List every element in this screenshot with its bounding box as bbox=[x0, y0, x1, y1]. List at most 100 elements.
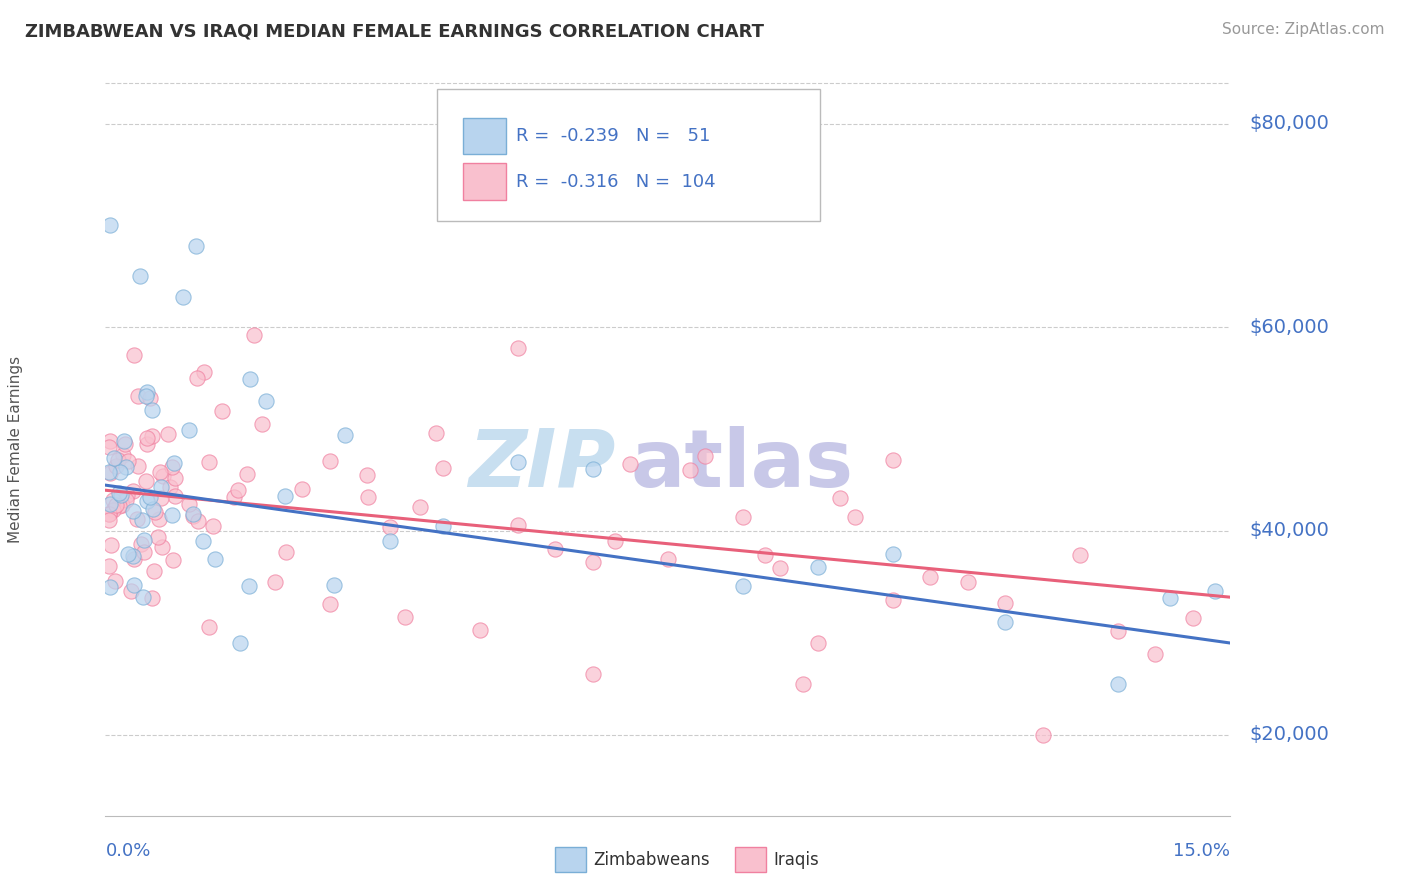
Point bbox=[432, 519, 454, 533]
Point bbox=[103, 451, 125, 466]
Point bbox=[100, 434, 122, 449]
Point bbox=[122, 578, 145, 592]
Text: $40,000: $40,000 bbox=[1249, 522, 1329, 541]
Point bbox=[1204, 583, 1226, 598]
Point bbox=[98, 466, 121, 480]
Point bbox=[159, 480, 181, 494]
Point bbox=[731, 510, 754, 524]
Point bbox=[148, 465, 170, 479]
Point bbox=[425, 425, 447, 440]
Point bbox=[335, 428, 357, 442]
Point bbox=[148, 530, 170, 544]
Point bbox=[110, 488, 132, 502]
Point bbox=[149, 491, 172, 505]
Point bbox=[111, 499, 134, 513]
Point bbox=[544, 541, 567, 556]
Point bbox=[131, 513, 153, 527]
Point bbox=[882, 548, 904, 562]
Point bbox=[193, 365, 215, 379]
Point bbox=[319, 597, 342, 611]
Point bbox=[204, 552, 226, 566]
Point bbox=[920, 570, 942, 584]
Text: R =  -0.316   N =  104: R = -0.316 N = 104 bbox=[516, 172, 716, 191]
Point bbox=[127, 389, 149, 403]
Point bbox=[150, 540, 173, 554]
Point bbox=[141, 429, 163, 443]
Point bbox=[129, 269, 152, 284]
Point bbox=[163, 456, 186, 470]
Point bbox=[432, 461, 454, 475]
Point bbox=[172, 290, 194, 304]
Text: $60,000: $60,000 bbox=[1249, 318, 1329, 337]
Text: ZIP: ZIP bbox=[468, 425, 616, 504]
Point bbox=[1181, 611, 1204, 625]
Point bbox=[98, 467, 121, 481]
Point bbox=[98, 558, 121, 573]
Point bbox=[198, 455, 221, 469]
Point bbox=[162, 553, 184, 567]
Text: Source: ZipAtlas.com: Source: ZipAtlas.com bbox=[1222, 22, 1385, 37]
Point bbox=[107, 453, 129, 467]
Point bbox=[108, 485, 131, 500]
Point bbox=[582, 666, 605, 681]
Point bbox=[264, 574, 287, 589]
Point bbox=[187, 514, 209, 528]
Point bbox=[177, 423, 200, 437]
Point bbox=[274, 489, 297, 503]
Text: 15.0%: 15.0% bbox=[1173, 842, 1230, 860]
Point bbox=[291, 482, 314, 496]
Point bbox=[323, 578, 346, 592]
Point bbox=[956, 574, 979, 589]
Point bbox=[356, 468, 378, 483]
Point bbox=[250, 417, 273, 431]
Point bbox=[104, 458, 127, 473]
Point bbox=[181, 508, 204, 522]
Point bbox=[163, 488, 186, 502]
Point bbox=[98, 580, 121, 594]
Point bbox=[357, 490, 380, 504]
Point bbox=[132, 591, 155, 605]
Point bbox=[139, 490, 162, 504]
Point bbox=[198, 620, 221, 634]
Point bbox=[98, 513, 121, 527]
Point bbox=[186, 371, 208, 385]
Point bbox=[149, 480, 172, 494]
Point bbox=[319, 453, 342, 467]
Point bbox=[127, 458, 149, 473]
Point bbox=[122, 348, 145, 362]
Text: atlas: atlas bbox=[630, 425, 853, 504]
Point bbox=[136, 437, 159, 451]
Point bbox=[506, 455, 529, 469]
Point bbox=[117, 548, 139, 562]
Point bbox=[115, 488, 138, 502]
Point bbox=[108, 499, 131, 513]
Point bbox=[152, 469, 174, 483]
Point bbox=[122, 503, 145, 517]
Point bbox=[124, 552, 146, 566]
Point bbox=[807, 559, 830, 574]
Point bbox=[112, 434, 135, 448]
Point bbox=[115, 459, 138, 474]
Point bbox=[1159, 591, 1181, 605]
Point bbox=[134, 533, 156, 548]
Point bbox=[120, 584, 142, 599]
Point bbox=[156, 427, 179, 442]
Point bbox=[1107, 624, 1129, 639]
Point bbox=[470, 624, 492, 638]
Point bbox=[141, 591, 163, 605]
Point bbox=[807, 636, 830, 650]
Point bbox=[131, 537, 153, 551]
Point bbox=[1032, 728, 1054, 742]
Text: Zimbabweans: Zimbabweans bbox=[593, 851, 710, 869]
Point bbox=[229, 636, 252, 650]
Text: ZIMBABWEAN VS IRAQI MEDIAN FEMALE EARNINGS CORRELATION CHART: ZIMBABWEAN VS IRAQI MEDIAN FEMALE EARNIN… bbox=[25, 22, 765, 40]
Point bbox=[274, 545, 297, 559]
Point bbox=[882, 452, 904, 467]
Point bbox=[136, 494, 159, 508]
Point bbox=[506, 341, 529, 355]
Point bbox=[104, 574, 127, 589]
Point bbox=[254, 393, 277, 408]
Point bbox=[731, 580, 754, 594]
Point bbox=[695, 449, 717, 463]
Point bbox=[201, 518, 224, 533]
